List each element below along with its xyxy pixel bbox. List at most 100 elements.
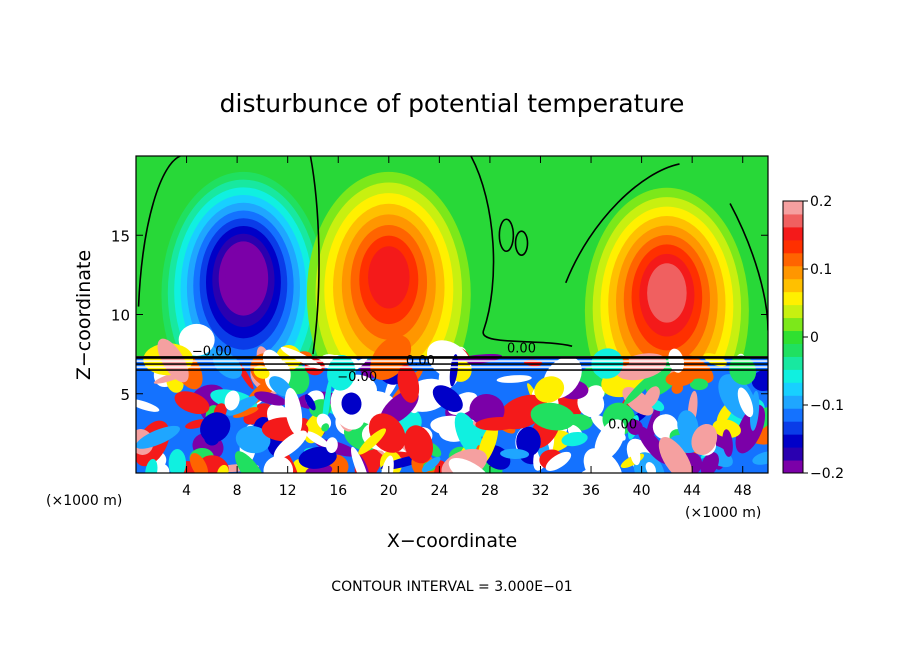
colorbar-swatch <box>783 382 803 396</box>
colorbar-swatch <box>783 304 803 319</box>
colorbar-swatch <box>783 317 803 332</box>
colorbar: −0.2 −0.1 0 0.1 0.2 <box>782 194 844 482</box>
zero-contour-closed <box>498 218 515 253</box>
colorbar-swatch <box>783 278 803 293</box>
turbulent-eddy <box>253 365 270 379</box>
x-tick-label: 8 <box>233 483 242 499</box>
zero-contour <box>565 163 680 284</box>
turbulent-eddy <box>232 407 259 418</box>
turbulent-eddy <box>198 455 229 473</box>
turbulent-eddy <box>583 448 623 473</box>
x-tick-label: 12 <box>279 483 297 499</box>
turbulent-eddy <box>665 370 695 387</box>
turbulent-eddy <box>305 431 330 448</box>
x-tick-label: 48 <box>734 483 752 499</box>
colorbar-swatch <box>783 369 803 383</box>
turbulent-eddy <box>145 458 158 473</box>
x-axis-label: X−coordinate <box>387 530 517 552</box>
colorbar-swatch <box>783 291 803 306</box>
turbulent-eddy <box>269 376 292 397</box>
interface-band <box>136 366 768 368</box>
anomaly-level <box>647 263 687 323</box>
turbulent-eddy <box>189 453 209 473</box>
y-tick-label: 15 <box>111 227 130 245</box>
turbulent-eddy <box>545 451 572 471</box>
turbulent-eddy <box>284 387 303 435</box>
zero-contour <box>470 156 573 347</box>
turbulent-eddy <box>623 371 658 405</box>
x-tick-label: 16 <box>329 483 347 499</box>
contour-labels: 0.00 −0.00 −0.00 0.00 0.00 <box>192 342 637 433</box>
turbulent-eddy <box>643 386 660 409</box>
turbulent-eddy <box>403 425 434 464</box>
colorbar-swatch <box>783 265 803 280</box>
turbulent-eddy <box>561 431 588 447</box>
colorbar-swatch <box>783 343 803 357</box>
turbulent-eddy <box>397 364 420 403</box>
colorbar-swatch <box>783 395 803 409</box>
x-unit-right: (×1000 m) <box>685 505 761 521</box>
turbulent-eddy <box>254 391 287 406</box>
turbulent-eddy <box>700 452 719 473</box>
y-axis: 5 10 15 <box>111 227 768 404</box>
turbulent-eddy <box>749 390 760 431</box>
turbulent-eddy <box>496 375 532 383</box>
colorbar-tick-label: 0.2 <box>810 194 832 210</box>
colorbar-swatch <box>783 408 803 422</box>
turbulent-eddy <box>658 436 693 473</box>
turbulent-eddy <box>722 429 733 457</box>
turbulent-eddy <box>534 376 565 403</box>
turbulent-eddy <box>712 419 741 438</box>
turbulent-eddy <box>341 392 362 415</box>
interface-band <box>136 360 768 362</box>
contour-label: 0.00 <box>608 418 637 433</box>
x-axis: 4 8 12 16 20 24 28 32 36 40 44 48 <box>182 156 752 499</box>
turbulent-eddy <box>224 390 240 411</box>
turbulent-eddy <box>475 417 520 431</box>
turbulent-eddy <box>432 385 463 412</box>
turbulent-eddy <box>737 387 754 418</box>
turbulent-eddy <box>234 451 267 473</box>
turbulent-eddy <box>235 425 271 454</box>
turbulent-eddy <box>273 430 308 459</box>
colorbar-swatch <box>783 239 803 254</box>
zero-contour-closed <box>514 230 529 256</box>
x-tick-label: 24 <box>430 483 448 499</box>
turbulent-eddy <box>174 391 210 415</box>
y-axis-label: Z−coordinate <box>73 250 95 380</box>
y-tick-label: 5 <box>120 386 130 404</box>
zero-contour <box>309 156 320 355</box>
x-unit-left: (×1000 m) <box>46 493 122 509</box>
turbulent-eddy <box>751 369 768 392</box>
turbulent-eddy <box>454 412 484 458</box>
colorbar-swatch <box>783 252 803 267</box>
turbulent-eddy <box>516 426 541 457</box>
turbulent-eddy <box>325 437 338 453</box>
anomaly-level <box>225 249 262 305</box>
colorbar-swatch <box>783 421 803 435</box>
colorbar-tick-label: −0.2 <box>810 466 844 482</box>
turbulent-eddy <box>351 446 370 473</box>
contour-label: 0.00 <box>507 342 536 357</box>
colorbar-tick-label: 0 <box>810 330 819 346</box>
contour-lines <box>136 156 768 359</box>
turbulent-eddy <box>321 423 330 432</box>
turbulent-eddy <box>637 426 669 464</box>
cold-anomaly-core <box>178 323 215 356</box>
turbulent-eddy <box>263 455 294 473</box>
interface-band <box>136 363 768 365</box>
turbulent-eddy <box>226 395 259 416</box>
colorbar-swatch <box>783 330 803 344</box>
contour-label: −0.00 <box>192 345 232 360</box>
turbulent-eddy <box>689 378 709 391</box>
x-tick-label: 36 <box>582 483 600 499</box>
colorbar-swatch <box>783 460 803 474</box>
colorbar-swatch <box>783 447 803 461</box>
x-tick-label: 32 <box>532 483 550 499</box>
x-tick-label: 20 <box>380 483 398 499</box>
contour-label: 0.00 <box>406 354 435 369</box>
colorbar-swatch <box>783 226 803 241</box>
contour-label: −0.00 <box>337 370 377 385</box>
turbulent-eddy <box>752 451 768 465</box>
